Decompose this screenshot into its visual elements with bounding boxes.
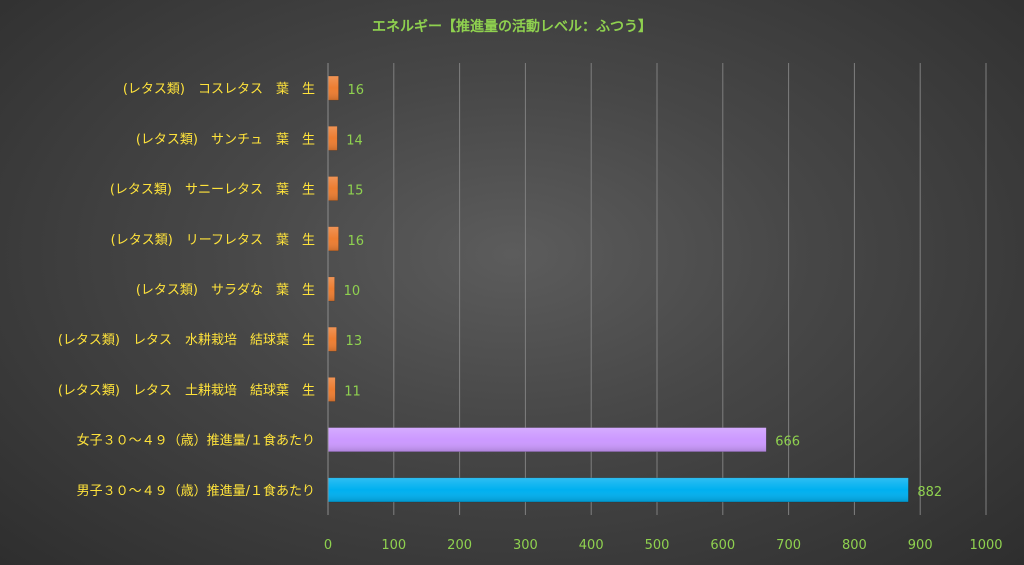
category-label: (レタス類) サラダな 葉 生	[136, 283, 315, 298]
chart-title: エネルギー【推進量の活動レベル：ふつう】	[372, 18, 652, 35]
category-label: (レタス類) コスレタス 葉 生	[123, 82, 315, 97]
value-label: 13	[346, 334, 363, 349]
value-label: 666	[775, 435, 800, 450]
gridlines	[393, 63, 987, 515]
category-label: (レタス類) リーフレタス 葉 生	[111, 233, 315, 248]
value-label: 16	[348, 234, 365, 249]
value-labels: 16 14 15 16 10 13 11 666 882	[344, 83, 943, 500]
x-tick-label: 100	[381, 538, 406, 553]
x-tick-label: 600	[710, 538, 735, 553]
x-tick-label: 300	[513, 538, 538, 553]
x-axis-ticks: 0 100 200 300 400 500 600 700 800 900 1000	[324, 538, 1003, 553]
bar-shade	[328, 276, 335, 302]
bar-shade	[328, 226, 339, 251]
bars	[327, 75, 909, 503]
value-label: 16	[348, 83, 365, 98]
value-label: 882	[917, 485, 942, 500]
x-tick-label: 0	[324, 538, 332, 553]
bar-shade	[328, 477, 909, 502]
bar-shade	[328, 327, 337, 352]
x-tick-label: 200	[447, 538, 472, 553]
value-label: 10	[344, 284, 361, 299]
x-tick-label: 400	[579, 538, 604, 553]
category-labels: (レタス類) コスレタス 葉 生 (レタス類) サンチュ 葉 生 (レタス類) サニ…	[58, 82, 315, 499]
x-tick-label: 900	[908, 538, 933, 553]
x-tick-label: 700	[776, 538, 801, 553]
category-label: (レタス類) サニーレタス 葉 生	[110, 183, 315, 198]
x-tick-label: 500	[645, 538, 670, 553]
category-label: (レタス類) レタス 水耕栽培 結球葉 生	[58, 332, 315, 348]
value-label: 15	[347, 184, 364, 199]
bar-shade	[328, 377, 336, 402]
x-tick-label: 1000	[969, 538, 1002, 553]
category-label: 男子３０～４９（歳）推進量/１食あたり	[77, 483, 315, 499]
bar-shade	[328, 126, 338, 151]
category-label: (レタス類) サンチュ 葉 生	[136, 132, 315, 147]
value-label: 14	[346, 133, 363, 148]
category-label: (レタス類) レタス 土耕栽培 結球葉 生	[58, 382, 315, 398]
bar-shade	[328, 76, 339, 101]
x-tick-label: 800	[842, 538, 867, 553]
category-label: 女子３０～４９（歳）推進量/１食あたり	[77, 433, 315, 449]
bar-shade	[328, 427, 767, 452]
bar-shade	[328, 176, 338, 201]
value-label: 11	[344, 384, 361, 399]
